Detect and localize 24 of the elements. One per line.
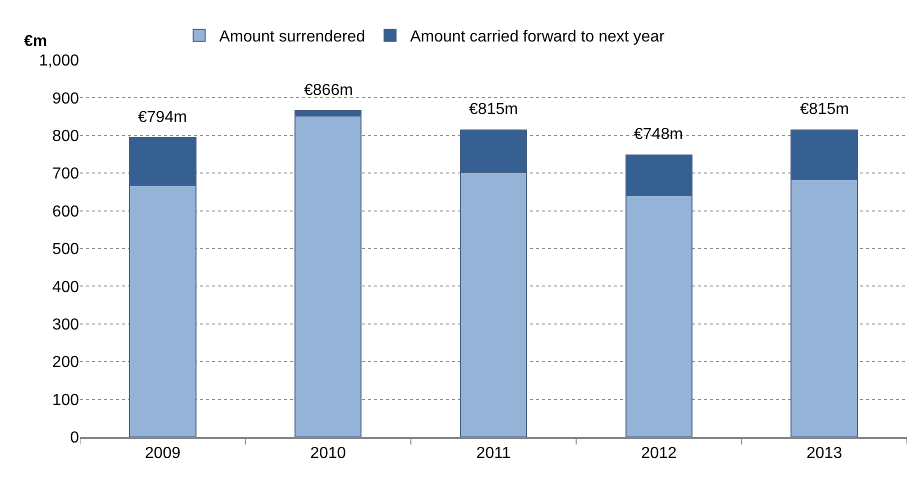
total-label: €866m [304, 82, 353, 99]
y-tick-label: 800 [52, 128, 80, 145]
y-tick-label: 400 [52, 278, 80, 296]
x-tick-label: 2009 [144, 445, 181, 462]
total-label: €748m [634, 126, 683, 143]
y-tick-label: 600 [52, 203, 80, 220]
legend-label: Amount carried forward to next year [410, 28, 666, 46]
total-label: €815m [800, 101, 849, 118]
y-tick-label: 1,000 [38, 52, 80, 70]
x-tick-label: 2011 [476, 445, 511, 462]
x-tick-label: 2013 [806, 445, 842, 462]
y-tick-label: 200 [52, 354, 80, 372]
y-tick-label: 700 [52, 166, 80, 183]
total-label: €794m [138, 109, 187, 126]
y-tick-label: 900 [52, 90, 80, 108]
y-tick-label: 300 [52, 316, 80, 334]
y-tick-label: 0 [70, 430, 80, 447]
y-axis-title: €m [24, 33, 48, 50]
y-tick-label: 500 [52, 241, 80, 258]
total-label: €815m [469, 101, 518, 118]
x-tick-label: 2012 [641, 445, 677, 462]
legend-label: Amount surrendered [219, 28, 366, 46]
y-tick-label: 100 [52, 392, 80, 409]
x-tick-label: 2010 [310, 445, 346, 462]
